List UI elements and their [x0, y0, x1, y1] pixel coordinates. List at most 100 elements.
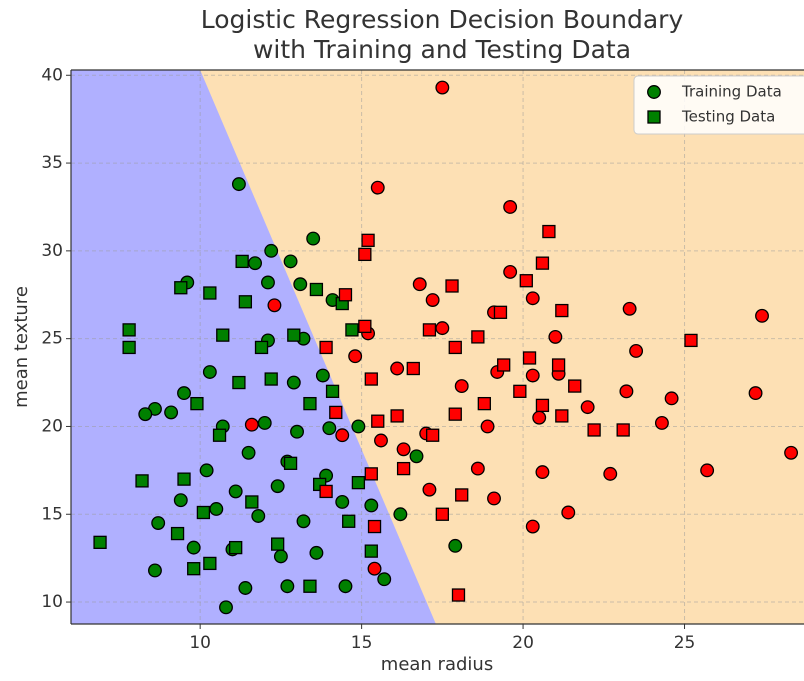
point: [471, 330, 485, 344]
chart-title: Logistic Regression Decision Boundary: [201, 5, 684, 34]
legend-label: Training Data: [681, 83, 782, 101]
point: [319, 484, 333, 499]
y-tick-label: 30: [41, 241, 63, 261]
point: [654, 415, 669, 430]
point: [412, 277, 427, 292]
point: [177, 472, 191, 486]
point: [296, 514, 311, 529]
point: [603, 466, 618, 481]
point: [283, 456, 298, 470]
x-tick-label: 15: [351, 633, 373, 653]
point: [358, 247, 372, 262]
point: [122, 340, 136, 355]
point: [187, 562, 201, 576]
point: [522, 351, 537, 365]
point: [684, 333, 698, 348]
point: [280, 579, 295, 594]
point: [393, 507, 408, 522]
point: [396, 442, 411, 457]
point: [351, 475, 366, 490]
point: [477, 396, 491, 411]
point: [425, 293, 440, 307]
point: [271, 537, 285, 551]
point: [377, 572, 392, 587]
point: [364, 498, 379, 513]
point: [409, 449, 424, 464]
point: [287, 328, 301, 342]
point: [248, 256, 263, 271]
point: [435, 321, 450, 336]
point: [364, 544, 378, 558]
point: [203, 556, 217, 571]
y-tick-label: 10: [41, 592, 63, 612]
point: [755, 308, 769, 323]
point: [367, 519, 382, 534]
point: [451, 588, 466, 602]
point: [358, 319, 372, 334]
point: [186, 540, 201, 555]
point: [700, 463, 715, 478]
point: [551, 358, 566, 372]
point: [435, 507, 449, 521]
point: [135, 474, 149, 488]
point: [555, 303, 569, 318]
point: [548, 329, 563, 344]
point: [219, 600, 233, 615]
point: [480, 419, 495, 434]
chart-title: with Training and Testing Data: [253, 35, 631, 64]
point: [493, 305, 508, 319]
point: [664, 391, 679, 406]
point: [448, 407, 462, 421]
point: [238, 581, 253, 595]
point: [426, 428, 440, 442]
point: [319, 340, 333, 355]
point: [329, 405, 343, 420]
point: [374, 433, 388, 448]
point: [238, 295, 253, 309]
point: [177, 386, 191, 401]
point: [587, 423, 601, 437]
point: [422, 482, 437, 497]
point: [196, 505, 211, 520]
point: [270, 479, 285, 494]
x-tick-label: 10: [189, 633, 211, 653]
point: [580, 400, 595, 415]
point: [303, 579, 317, 593]
point: [622, 301, 637, 316]
point: [202, 365, 217, 379]
point: [303, 396, 317, 411]
x-tick-label: 25: [674, 633, 696, 653]
point: [190, 396, 204, 411]
point: [470, 461, 485, 476]
point: [519, 274, 533, 288]
point: [568, 379, 582, 393]
point: [503, 200, 518, 214]
point: [245, 495, 259, 509]
point: [525, 519, 540, 534]
point: [361, 233, 375, 247]
point: [254, 340, 269, 355]
point: [173, 493, 188, 508]
point: [513, 384, 527, 398]
point: [535, 256, 550, 270]
y-tick-label: 25: [41, 329, 63, 349]
point: [138, 407, 153, 422]
point: [748, 386, 763, 401]
point: [448, 538, 463, 553]
point: [335, 495, 350, 509]
point: [370, 180, 385, 195]
point: [784, 445, 799, 460]
point: [273, 549, 288, 564]
point: [151, 516, 166, 530]
point: [251, 509, 266, 523]
point: [203, 286, 217, 300]
point: [267, 298, 282, 313]
y-tick-label: 40: [41, 65, 63, 85]
point: [283, 254, 298, 269]
point: [503, 264, 518, 279]
point: [542, 224, 556, 239]
point: [216, 328, 230, 342]
point: [241, 445, 256, 460]
point: [338, 288, 353, 302]
